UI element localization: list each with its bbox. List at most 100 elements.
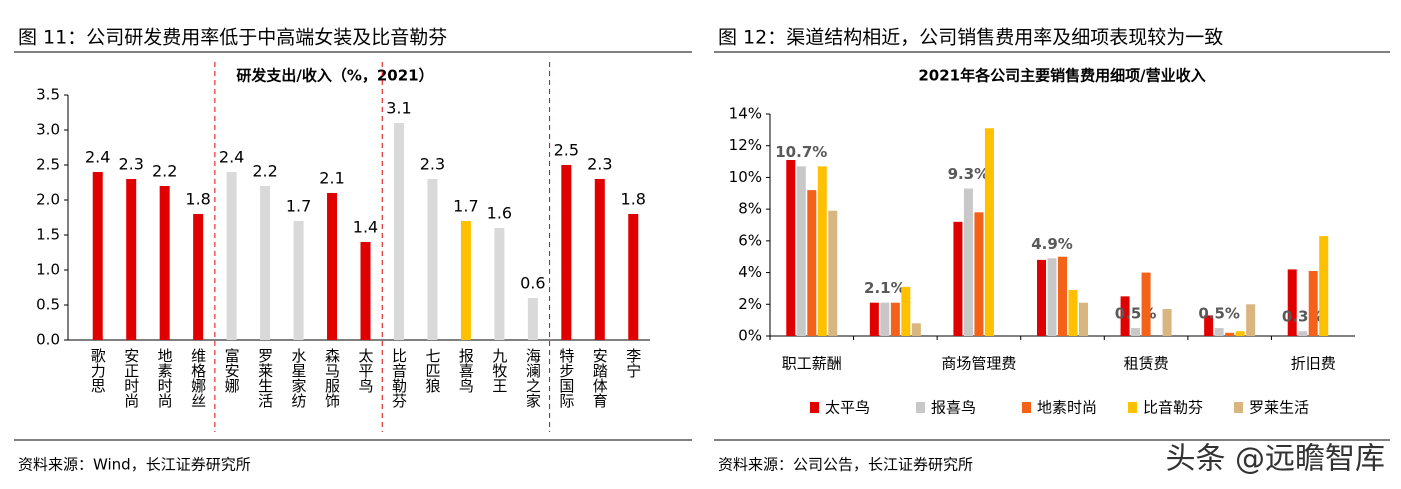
- bar: [494, 228, 505, 340]
- bar: [1287, 269, 1297, 336]
- data-label: 3.1: [386, 99, 411, 118]
- data-label: 1.7: [286, 197, 311, 216]
- data-label: 9.3%: [948, 165, 990, 183]
- source: 资料来源：公司公告，长江证券研究所: [718, 456, 973, 474]
- y-tick-label: 2.5: [36, 156, 60, 174]
- bar: [1246, 304, 1256, 336]
- data-label: 1.4: [353, 218, 378, 237]
- bar: [1058, 256, 1067, 336]
- y-tick-label: 14%: [729, 105, 762, 123]
- bar: [1308, 270, 1318, 336]
- bar: [427, 179, 438, 340]
- bar: [628, 214, 639, 340]
- x-tick-label: 歌力思: [89, 348, 107, 393]
- bar: [1141, 272, 1151, 336]
- data-label: 2.5: [554, 141, 579, 160]
- x-tick-label: 海澜之家: [524, 348, 542, 408]
- x-tick-label: 九牧王: [490, 348, 508, 393]
- legend-swatch: [810, 402, 819, 413]
- data-label: 1.6: [487, 204, 512, 223]
- bar: [1079, 302, 1088, 336]
- bar: [1235, 331, 1245, 336]
- data-label: 4.9%: [1031, 235, 1073, 253]
- bar: [92, 172, 103, 340]
- bar: [460, 221, 471, 340]
- data-label: 2.1%: [864, 279, 906, 297]
- bar: [527, 298, 538, 340]
- bar: [1319, 236, 1329, 336]
- legend-label: 太平鸟: [825, 399, 870, 417]
- chart-subtitle: 2021年各公司主要销售费用细项/营业收入: [918, 67, 1205, 85]
- bar: [828, 210, 838, 336]
- bar: [1225, 332, 1235, 336]
- x-tick-label: 七匹狼: [423, 348, 441, 394]
- data-label: 1.8: [621, 190, 646, 209]
- y-tick-label: 3.0: [36, 121, 60, 139]
- x-tick-label: 安正时尚: [122, 348, 140, 409]
- bar: [1214, 328, 1224, 336]
- data-label: 2.3: [420, 155, 445, 174]
- bar: [193, 214, 204, 340]
- bar: [1162, 309, 1172, 336]
- legend-label: 罗莱生活: [1249, 399, 1309, 417]
- bar: [561, 165, 572, 340]
- x-tick-label: 太平鸟: [357, 348, 375, 393]
- bar: [1037, 259, 1046, 336]
- data-label: 2.2: [152, 162, 177, 181]
- data-label: 1.8: [185, 190, 210, 209]
- data-label: 0.5%: [1198, 305, 1240, 323]
- x-tick-label: 安踏体育: [591, 348, 609, 408]
- legend-swatch: [1128, 402, 1137, 413]
- legend-swatch: [1022, 402, 1031, 413]
- bar: [817, 166, 827, 336]
- x-tick-label: 比音勒芬: [390, 348, 408, 409]
- bar: [1131, 328, 1141, 336]
- bar: [953, 221, 963, 336]
- bar: [786, 159, 796, 336]
- bar: [984, 128, 994, 336]
- bar: [963, 188, 973, 336]
- data-label: 2.4: [85, 148, 110, 167]
- y-tick-label: 10%: [729, 168, 762, 186]
- legend-swatch: [1234, 402, 1243, 413]
- bar: [360, 242, 371, 340]
- bar: [1047, 258, 1057, 336]
- bar: [974, 212, 984, 336]
- x-tick-label: 罗莱生活: [256, 348, 274, 408]
- y-tick-label: 8%: [738, 200, 762, 218]
- bar: [911, 323, 921, 336]
- y-tick-label: 4%: [738, 263, 762, 281]
- y-tick-label: 3.5: [36, 86, 60, 104]
- y-tick-label: 6%: [738, 231, 762, 249]
- data-label: 0.6: [520, 274, 545, 293]
- legend-swatch: [916, 402, 925, 413]
- bar: [226, 172, 237, 340]
- bar: [293, 221, 304, 340]
- x-tick-label: 富安娜: [223, 347, 241, 394]
- chart-title: 图 12：渠道结构相近，公司销售费用率及细项表现较为一致: [718, 27, 1223, 49]
- chart-title: 图 11：公司研发费用率低于中高端女装及比音勒芬: [18, 27, 447, 49]
- chart-subtitle: 研发支出/收入（%，2021）: [236, 67, 433, 85]
- y-tick-label: 0.5: [36, 296, 60, 314]
- x-tick-label: 维格娜丝: [189, 348, 207, 408]
- y-tick-label: 0%: [738, 327, 762, 345]
- data-label: 2.3: [118, 155, 143, 174]
- x-tick-label: 租赁费: [1124, 355, 1169, 373]
- bar: [594, 179, 605, 340]
- legend-label: 地素时尚: [1037, 399, 1097, 417]
- data-label: 2.4: [219, 148, 244, 167]
- bar: [260, 186, 271, 340]
- bar: [126, 179, 137, 340]
- y-tick-label: 0.0: [36, 331, 60, 349]
- x-tick-label: 地素时尚: [156, 348, 174, 409]
- legend-label: 比音勒芬: [1143, 399, 1203, 417]
- bar: [393, 123, 404, 340]
- x-tick-label: 商场管理费: [941, 355, 1016, 373]
- bar: [1298, 331, 1308, 336]
- y-tick-label: 1.0: [36, 261, 60, 279]
- bar: [796, 166, 806, 336]
- x-tick-label: 李宁: [624, 348, 642, 378]
- bar: [807, 190, 817, 336]
- bar: [880, 302, 890, 336]
